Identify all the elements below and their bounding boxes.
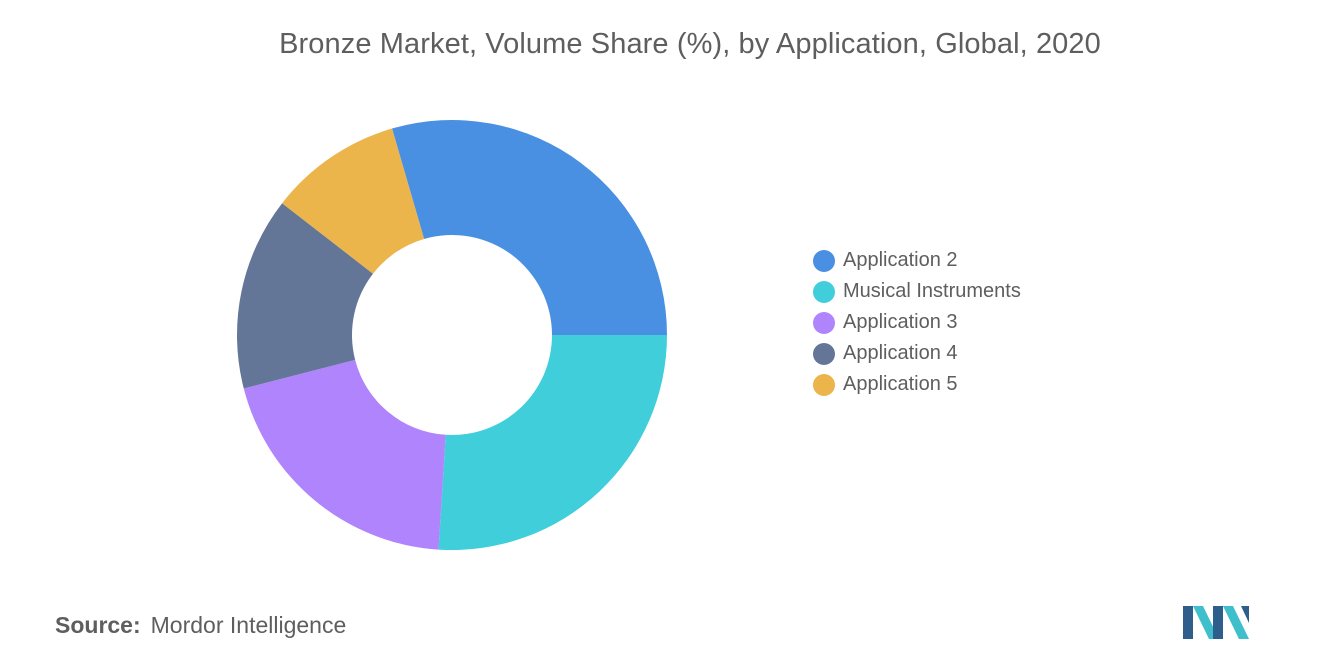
legend-swatch-icon (813, 373, 835, 396)
donut-slice (438, 335, 667, 550)
mordor-intelligence-logo-icon (1183, 606, 1249, 639)
legend-label: Musical Instruments (843, 280, 1021, 302)
source-text: Mordor Intelligence (150, 612, 347, 638)
chart-legend: Application 2 Musical Instruments Applic… (813, 245, 1021, 400)
legend-swatch-icon (813, 342, 835, 365)
legend-label: Application 5 (843, 373, 958, 395)
donut-slice (243, 359, 446, 550)
legend-item: Application 2 (813, 245, 1021, 276)
legend-swatch-icon (813, 280, 835, 303)
legend-swatch-icon (813, 311, 835, 334)
donut-slice (282, 128, 425, 274)
legend-item: Musical Instruments (813, 276, 1021, 307)
source-prefix: Source: (55, 612, 141, 638)
legend-item: Application 5 (813, 369, 1021, 400)
legend-label: Application 2 (843, 249, 958, 271)
chart-title: Bronze Market, Volume Share (%), by Appl… (279, 28, 1101, 60)
source-note: Source: Mordor Intelligence (55, 612, 346, 639)
legend-item: Application 4 (813, 338, 1021, 369)
legend-label: Application 4 (843, 342, 958, 364)
legend-label: Application 3 (843, 311, 958, 333)
legend-item: Application 3 (813, 307, 1021, 338)
donut-slice (392, 119, 667, 336)
legend-swatch-icon (813, 249, 835, 272)
donut-slice (236, 203, 373, 389)
